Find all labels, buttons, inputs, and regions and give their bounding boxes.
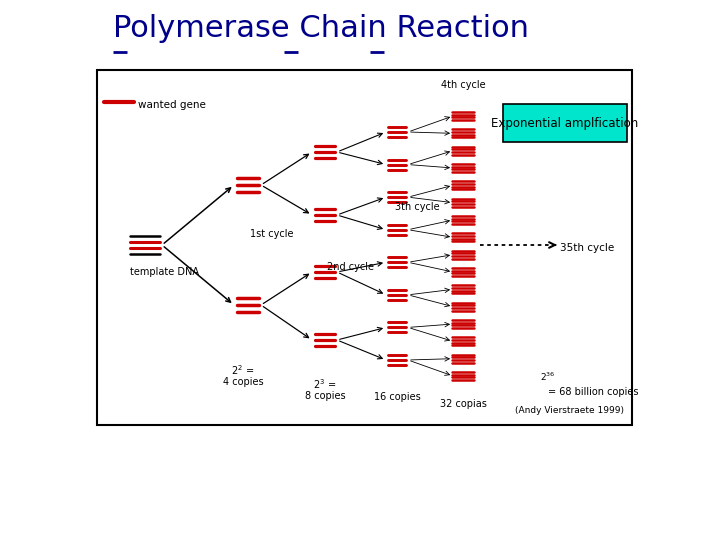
Text: 16 copies: 16 copies — [374, 392, 420, 402]
Text: 4 copies: 4 copies — [222, 377, 264, 387]
Bar — [503, 104, 627, 142]
Text: = 68 billion copies: = 68 billion copies — [548, 387, 639, 397]
Text: 8 copies: 8 copies — [305, 391, 346, 401]
Text: template DNA: template DNA — [130, 267, 199, 277]
Text: 4th cycle: 4th cycle — [441, 80, 485, 90]
Text: 2nd cycle: 2nd cycle — [327, 262, 374, 272]
Text: 35th cycle: 35th cycle — [560, 243, 614, 253]
Text: 32 copias: 32 copias — [440, 399, 487, 409]
Text: 3th cycle: 3th cycle — [395, 202, 440, 212]
Text: Exponential amplfication: Exponential amplfication — [491, 117, 639, 130]
Text: wanted gene: wanted gene — [138, 100, 206, 110]
Text: (Andy Vierstraete 1999): (Andy Vierstraete 1999) — [515, 406, 624, 415]
Bar — [97, 70, 632, 425]
Text: $2^{3}$ =: $2^{3}$ = — [313, 377, 336, 391]
Text: 1st cycle: 1st cycle — [250, 229, 294, 239]
Text: Polymerase Chain Reaction: Polymerase Chain Reaction — [113, 14, 529, 43]
Text: $2^{36}$: $2^{36}$ — [540, 370, 556, 383]
Text: $2^{2}$ =: $2^{2}$ = — [231, 363, 255, 377]
